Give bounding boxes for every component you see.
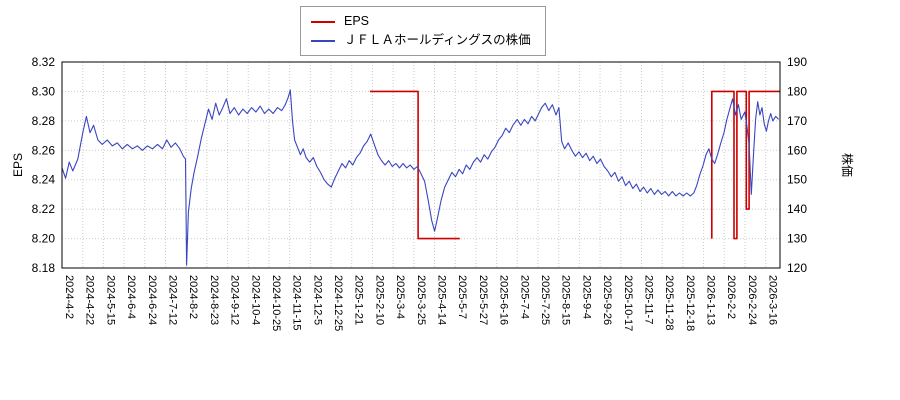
x-axis-tick: 2024-8-23	[208, 275, 220, 325]
right-axis-tick: 130	[787, 232, 807, 246]
right-axis-title: 株価	[840, 153, 855, 177]
x-axis-tick: 2025-5-7	[456, 275, 468, 319]
x-axis-tick: 2024-9-12	[229, 275, 241, 325]
x-axis-tick: 2025-10-17	[622, 275, 634, 331]
left-axis-title: EPS	[11, 153, 25, 177]
x-axis-tick: 2026-2-2	[725, 275, 737, 319]
x-axis-tick: 2025-8-15	[560, 275, 572, 325]
left-axis-tick: 8.26	[32, 143, 56, 157]
x-axis-tick: 2026-1-13	[705, 275, 717, 325]
gridlines	[61, 61, 780, 268]
legend-label-eps: EPS	[344, 14, 370, 28]
x-axis-tick: 2025-7-4	[518, 275, 530, 319]
legend-item-eps: EPS	[311, 12, 531, 31]
x-axis-tick: 2025-12-18	[684, 275, 696, 331]
right-axis-tick: 160	[787, 143, 807, 157]
plot-frame	[61, 61, 781, 269]
x-axis-tick: 2024-10-4	[249, 275, 261, 325]
right-axis-tick: 140	[787, 202, 807, 216]
left-axis-tick: 8.20	[32, 232, 56, 246]
price-line-swatch	[311, 39, 335, 42]
x-axis-tick: 2024-12-5	[311, 275, 323, 325]
x-axis-tick: 2026-2-24	[746, 275, 758, 325]
eps-line-swatch	[311, 20, 335, 23]
x-axis-tick: 2024-6-24	[146, 275, 158, 325]
x-axis-tick: 2025-7-25	[539, 275, 551, 325]
x-axis-tick: 2025-3-25	[415, 275, 427, 325]
left-axis-tick: 8.22	[32, 202, 56, 216]
x-axis-tick: 2024-12-25	[332, 275, 344, 331]
left-axis-tick: 8.28	[32, 114, 56, 128]
legend-label-price: ＪＦＬＡホールディングスの株価	[344, 33, 531, 47]
x-axis-tick: 2024-4-22	[84, 275, 96, 325]
x-axis-tick: 2025-9-26	[601, 275, 613, 325]
x-axis-tick: 2024-5-15	[104, 275, 116, 325]
right-axis-tick: 150	[787, 173, 807, 187]
eps-line	[370, 90, 460, 240]
price-line	[61, 89, 779, 266]
x-axis-tick: 2025-4-14	[436, 275, 448, 325]
eps-line	[710, 90, 780, 240]
right-axis-tick: 190	[787, 55, 807, 69]
x-axis-tick: 2025-11-28	[663, 275, 675, 330]
x-axis-tick: 2024-6-4	[125, 275, 137, 319]
legend-item-price: ＪＦＬＡホールディングスの株価	[311, 31, 531, 50]
x-axis-tick: 2025-11-7	[642, 275, 654, 324]
left-axis-tick: 8.24	[32, 173, 56, 187]
right-axis-tick: 120	[787, 261, 807, 275]
x-axis-tick: 2024-7-12	[166, 275, 178, 325]
x-axis-tick: 2025-9-4	[580, 275, 592, 319]
axis-labels: 8.18 120 8.20 130 8.22 140 8.24 150 8.26 160 8.28 1…	[11, 55, 855, 331]
left-axis-tick: 8.18	[32, 261, 56, 275]
legend: EPS ＪＦＬＡホールディングスの株価	[300, 6, 546, 56]
x-axis-tick: 2024-8-2	[187, 275, 199, 319]
left-axis-tick: 8.30	[32, 84, 56, 98]
x-axis-tick: 2024-10-25	[270, 275, 282, 331]
x-axis-tick: 2025-2-10	[373, 275, 385, 325]
x-axis-tick: 2025-5-27	[477, 275, 489, 325]
right-axis-tick: 180	[787, 84, 807, 98]
series-lines	[61, 89, 780, 266]
x-axis-tick: 2025-1-21	[353, 275, 365, 325]
left-axis-tick: 8.32	[32, 55, 56, 69]
x-axis-tick: 2024-11-15	[291, 275, 303, 330]
right-axis-tick: 170	[787, 114, 807, 128]
x-axis-tick: 2026-3-16	[767, 275, 779, 325]
x-axis-tick: 2025-3-4	[394, 275, 406, 319]
x-axis-tick: 2024-4-2	[63, 275, 75, 319]
x-axis-tick: 2025-6-16	[498, 275, 510, 325]
